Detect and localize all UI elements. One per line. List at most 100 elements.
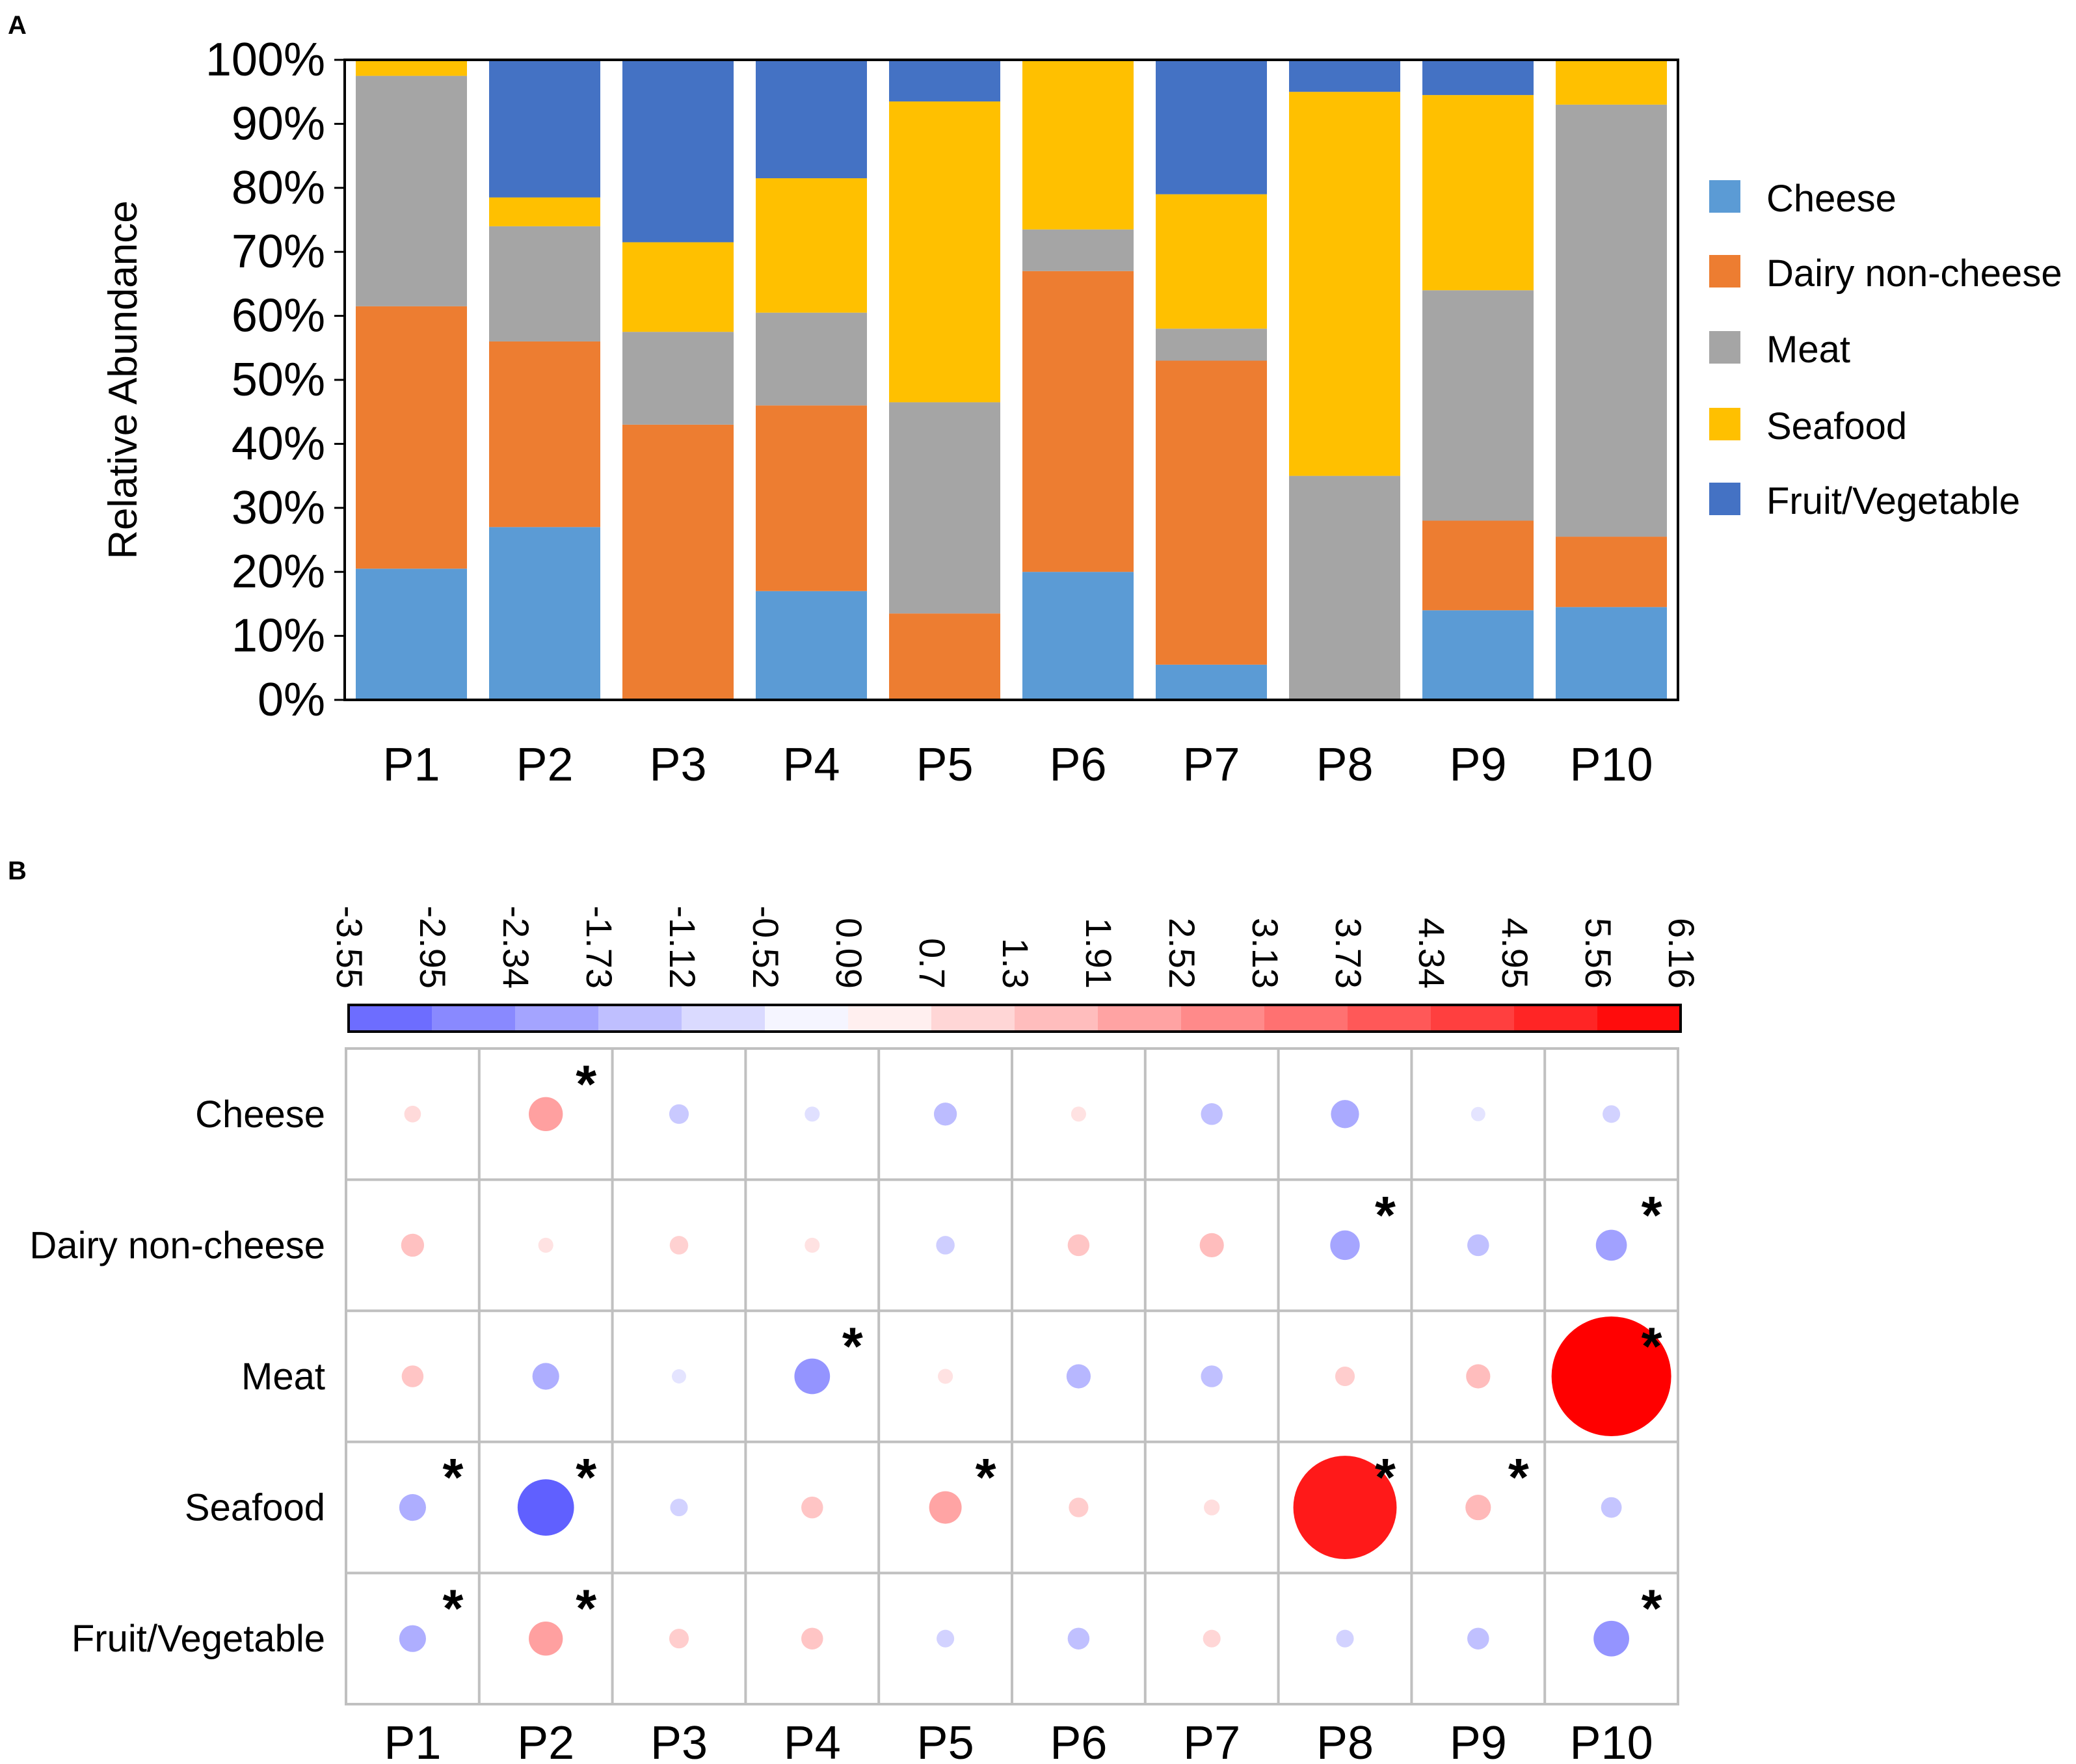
bar-segment — [1156, 60, 1267, 194]
x-tick-label: P3 — [649, 739, 706, 791]
bubble — [1203, 1629, 1221, 1648]
legend-swatch — [1709, 483, 1740, 515]
y-tick-label: 30% — [232, 482, 325, 534]
bar-segment — [489, 197, 600, 226]
bar-segment — [756, 591, 867, 700]
colorbar-segment — [682, 1005, 765, 1032]
bubble — [1465, 1495, 1491, 1521]
bar-segment — [1022, 229, 1134, 271]
colorbar-segment — [1098, 1005, 1182, 1032]
x-tick-label: P4 — [784, 1717, 841, 1764]
y-tick-label: 90% — [232, 98, 325, 150]
y-tick-label: 60% — [232, 290, 325, 342]
bar-segment — [356, 60, 467, 76]
colorbar-segment — [1015, 1005, 1098, 1032]
x-tick-label: P8 — [1316, 1717, 1374, 1764]
bar-segment — [889, 402, 1000, 614]
y-tick-label: 100% — [206, 34, 325, 86]
bubble — [1336, 1629, 1354, 1648]
bar-segment — [1156, 664, 1267, 700]
bar-segment — [622, 424, 734, 700]
bubble — [938, 1369, 953, 1384]
panel-label: A — [8, 11, 27, 40]
bubble — [1603, 1105, 1621, 1123]
bubble — [1067, 1234, 1090, 1257]
significance-star: * — [1375, 1449, 1396, 1508]
colorbar-tick-label: 4.95 — [1495, 918, 1536, 989]
bar-segment — [1422, 610, 1534, 700]
y-tick-label: 10% — [232, 610, 325, 662]
bubble — [669, 1104, 689, 1124]
bubble — [936, 1236, 955, 1255]
significance-star: * — [1508, 1449, 1529, 1508]
bubble — [1593, 1620, 1629, 1657]
bubble — [529, 1097, 563, 1131]
bar-segment — [489, 60, 600, 198]
legend-swatch — [1709, 331, 1740, 364]
bar-segment — [889, 613, 1000, 700]
colorbar-tick-label: 3.13 — [1245, 918, 1286, 989]
x-tick-label: P5 — [916, 739, 973, 791]
y-tick-label: 40% — [232, 418, 325, 470]
significance-star: * — [442, 1579, 463, 1638]
bubble — [1335, 1366, 1355, 1387]
colorbar-segment — [1348, 1005, 1431, 1032]
bubble — [1071, 1106, 1086, 1122]
bubble — [529, 1622, 563, 1656]
bar-segment — [356, 568, 467, 700]
significance-star: * — [576, 1449, 596, 1508]
bubble — [1595, 1229, 1627, 1261]
significance-star: * — [842, 1317, 863, 1376]
colorbar-tick-label: 3.73 — [1328, 918, 1369, 989]
bubble — [672, 1369, 686, 1383]
significance-star: * — [1642, 1579, 1662, 1638]
x-tick-label: P5 — [917, 1717, 974, 1764]
colorbar-tick-label: -2.95 — [412, 905, 453, 989]
colorbar-segment — [1264, 1005, 1348, 1032]
bar-segment — [889, 101, 1000, 403]
bubble — [669, 1236, 689, 1255]
bar-segment — [622, 332, 734, 425]
bar-segment — [1022, 271, 1134, 572]
significance-star: * — [1642, 1186, 1662, 1245]
bubble — [517, 1479, 574, 1536]
x-tick-label: P10 — [1569, 739, 1653, 791]
colorbar-segment — [765, 1005, 849, 1032]
colorbar-segment — [931, 1005, 1015, 1032]
bar-segment — [489, 527, 600, 700]
bubble — [670, 1499, 688, 1517]
bar-segment — [489, 226, 600, 341]
bubble — [805, 1106, 820, 1122]
bar-segment — [756, 312, 867, 406]
bar-segment — [1156, 194, 1267, 329]
colorbar-segment — [1514, 1005, 1598, 1032]
bubble — [401, 1233, 425, 1257]
significance-star: * — [1642, 1317, 1662, 1376]
legend-label: Cheese — [1766, 178, 1896, 220]
row-label: Meat — [241, 1356, 325, 1398]
bubble — [801, 1627, 823, 1650]
colorbar-segment — [515, 1005, 599, 1032]
legend-label: Fruit/Vegetable — [1766, 480, 2020, 522]
bubble — [1293, 1456, 1397, 1560]
y-tick-label: 0% — [258, 674, 325, 726]
bubble — [1467, 1234, 1489, 1257]
bar-segment — [1422, 95, 1534, 291]
x-tick-label: P2 — [516, 739, 573, 791]
colorbar-tick-label: 2.52 — [1162, 918, 1203, 989]
legend-swatch — [1709, 408, 1740, 440]
significance-star: * — [1375, 1186, 1396, 1245]
bubble — [399, 1494, 426, 1521]
bar-segment — [1556, 60, 1667, 105]
bar-segment — [1022, 572, 1134, 700]
bar-segment — [889, 60, 1000, 101]
bubble — [1199, 1233, 1224, 1258]
significance-star: * — [442, 1449, 463, 1508]
colorbar-segment — [598, 1005, 682, 1032]
bar-segment — [756, 178, 867, 313]
x-tick-label: P1 — [384, 1717, 441, 1764]
bubble — [399, 1625, 426, 1652]
bubble — [538, 1237, 553, 1253]
bubble — [805, 1237, 820, 1253]
